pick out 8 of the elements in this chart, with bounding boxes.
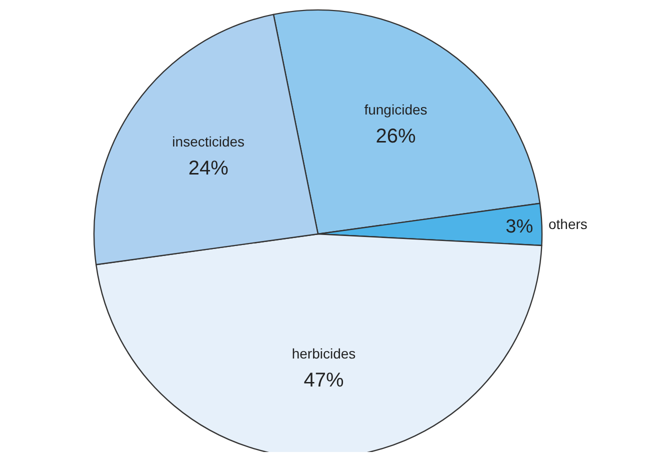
slice-label: fungicides (364, 101, 428, 118)
data-label: 3% (506, 216, 534, 238)
slice-label: herbicides (292, 345, 356, 362)
slice-label: others (548, 216, 588, 232)
data-label: 26% (376, 125, 416, 148)
data-label: 24% (188, 157, 229, 180)
slice-label: insecticides (172, 133, 245, 150)
data-label: 47% (304, 369, 344, 392)
